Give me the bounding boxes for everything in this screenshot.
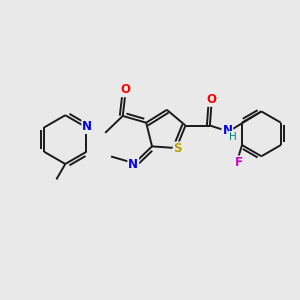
Text: S: S [174,142,182,155]
Text: F: F [234,156,242,170]
Text: O: O [206,93,216,106]
Text: N: N [128,158,138,171]
Text: O: O [120,83,130,96]
Text: H: H [229,132,237,142]
Text: N: N [222,124,233,137]
Text: N: N [82,120,92,133]
